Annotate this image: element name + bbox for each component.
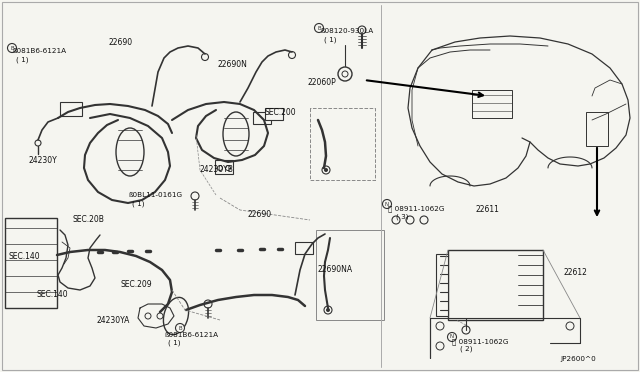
Ellipse shape: [163, 297, 189, 334]
Text: ß081B6-6121A: ß081B6-6121A: [164, 332, 218, 338]
Text: ß08120-930LA: ß08120-930LA: [320, 28, 373, 34]
Circle shape: [447, 333, 456, 341]
Bar: [316, 230, 384, 320]
Circle shape: [175, 324, 184, 333]
Text: 22612: 22612: [564, 268, 588, 277]
Text: SEC.140: SEC.140: [8, 252, 40, 261]
Text: Ⓝ 08911-1062G: Ⓝ 08911-1062G: [452, 338, 509, 344]
Circle shape: [321, 234, 328, 241]
Bar: [448, 250, 543, 320]
Text: JP2600^0: JP2600^0: [560, 356, 596, 362]
Circle shape: [326, 308, 330, 312]
Text: SEC.200: SEC.200: [265, 108, 296, 117]
Circle shape: [392, 216, 400, 224]
Bar: [586, 112, 608, 146]
Text: B: B: [317, 26, 321, 31]
Text: 22611: 22611: [476, 205, 500, 214]
Text: SEC.20B: SEC.20B: [72, 215, 104, 224]
Circle shape: [324, 306, 332, 314]
Bar: [215, 160, 233, 174]
Text: N: N: [385, 202, 389, 206]
Text: Ⓝ 08911-1062G: Ⓝ 08911-1062G: [388, 205, 445, 212]
Ellipse shape: [116, 128, 144, 176]
Text: SEC.140: SEC.140: [36, 290, 68, 299]
Circle shape: [35, 140, 41, 146]
Bar: [472, 90, 512, 118]
Circle shape: [225, 166, 230, 170]
Circle shape: [383, 199, 392, 208]
Circle shape: [358, 26, 366, 34]
Bar: [440, 281, 445, 285]
Text: 24230YA: 24230YA: [96, 316, 129, 325]
Text: ( 1): ( 1): [168, 340, 180, 346]
Circle shape: [145, 313, 151, 319]
Circle shape: [8, 44, 17, 52]
Text: ( 1): ( 1): [132, 200, 145, 206]
Circle shape: [202, 54, 209, 61]
Bar: [436, 254, 448, 316]
Circle shape: [462, 326, 470, 334]
Circle shape: [324, 168, 328, 172]
Circle shape: [566, 322, 574, 330]
Bar: [440, 299, 445, 303]
Text: 24230Y: 24230Y: [28, 156, 57, 165]
Text: N: N: [450, 334, 454, 340]
Circle shape: [436, 342, 444, 350]
Bar: [5, 218, 57, 308]
Circle shape: [218, 166, 223, 170]
Circle shape: [436, 322, 444, 330]
Circle shape: [322, 166, 330, 174]
Circle shape: [289, 51, 296, 58]
Bar: [265, 108, 283, 120]
Bar: [60, 102, 82, 116]
Text: SEC.209: SEC.209: [120, 280, 152, 289]
Text: B: B: [178, 326, 182, 330]
Bar: [440, 290, 445, 294]
Text: 22690N: 22690N: [218, 60, 248, 69]
Bar: [440, 254, 445, 258]
Bar: [440, 272, 445, 276]
Circle shape: [342, 71, 348, 77]
Text: ( 2): ( 2): [460, 346, 472, 353]
Text: 22690NA: 22690NA: [318, 265, 353, 274]
Circle shape: [406, 216, 414, 224]
Bar: [440, 308, 445, 312]
Text: B: B: [10, 45, 14, 51]
Text: ß081B6-6121A: ß081B6-6121A: [12, 48, 66, 54]
Bar: [440, 263, 445, 267]
Circle shape: [314, 23, 323, 32]
Text: ( 1): ( 1): [16, 56, 29, 62]
Text: ( 3): ( 3): [396, 213, 408, 219]
Bar: [295, 242, 313, 254]
Text: 22690: 22690: [248, 210, 272, 219]
Text: ß0BL11-0161G: ß0BL11-0161G: [128, 192, 182, 198]
Circle shape: [204, 300, 212, 308]
Circle shape: [191, 192, 199, 200]
Bar: [253, 112, 271, 124]
Text: 22690: 22690: [108, 38, 132, 47]
Ellipse shape: [223, 112, 249, 156]
Circle shape: [157, 313, 163, 319]
Text: ( 1): ( 1): [324, 36, 337, 42]
Text: 22060P: 22060P: [308, 78, 337, 87]
Text: 24230YB: 24230YB: [200, 165, 234, 174]
Circle shape: [338, 67, 352, 81]
Circle shape: [420, 216, 428, 224]
